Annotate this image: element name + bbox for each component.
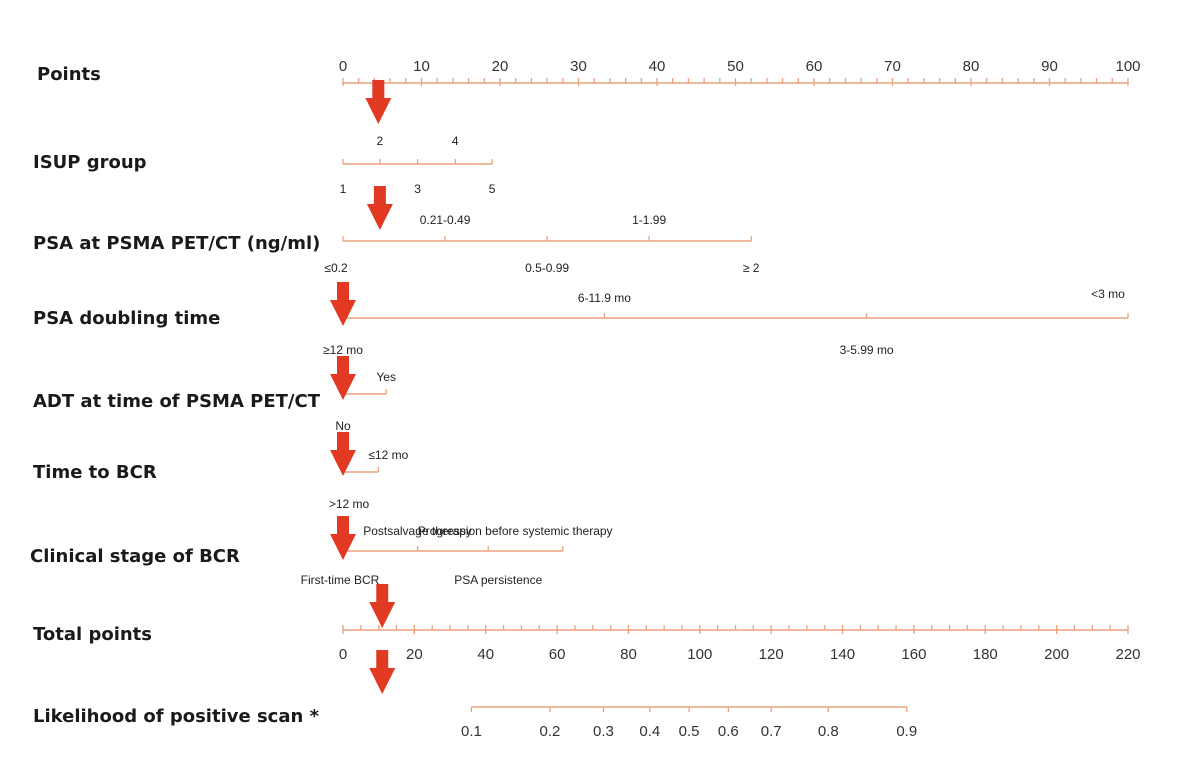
arrow-shaft <box>376 584 389 604</box>
arrow-head <box>330 374 356 400</box>
likelihood-tick-label: 0.8 <box>818 723 839 740</box>
likelihood-tick-label: 0.4 <box>639 723 660 740</box>
level-label: ≥12 mo <box>323 343 363 357</box>
arrow-shaft <box>337 516 349 536</box>
total-points-tick-label: 120 <box>759 646 784 663</box>
points-tick-label: 90 <box>1041 58 1058 75</box>
level-label: Progression before systemic therapy <box>418 524 613 538</box>
level-label: 2 <box>377 134 384 148</box>
likelihood-tick-label: 0.7 <box>761 723 782 740</box>
row-label: PSA doubling time <box>33 308 220 329</box>
red-arrow-marker <box>330 356 356 400</box>
level-label: 0.21-0.49 <box>420 213 471 227</box>
points-tick-label: 100 <box>1115 58 1140 75</box>
points-tick-label: 10 <box>413 58 430 75</box>
red-arrow-marker <box>369 650 396 694</box>
likelihood-tick-label: 0.9 <box>896 723 917 740</box>
arrow-shaft <box>372 80 385 100</box>
total-points-tick-label: 60 <box>549 646 566 663</box>
level-label: PSA persistence <box>454 573 542 587</box>
points-tick-label: 20 <box>492 58 509 75</box>
level-label: 1 <box>340 182 347 196</box>
total-points-tick-label: 200 <box>1044 646 1069 663</box>
row-label: Total points <box>33 624 152 645</box>
arrow-shaft <box>337 282 349 302</box>
level-label: ≤12 mo <box>368 448 408 462</box>
row-label: PSA at PSMA PET/CT (ng/ml) <box>33 233 320 254</box>
arrow-head <box>330 450 356 476</box>
arrow-shaft <box>337 432 349 452</box>
likelihood-tick-label: 0.5 <box>679 723 700 740</box>
level-label: 3-5.99 mo <box>840 343 894 357</box>
arrow-head <box>369 602 396 628</box>
level-label: No <box>335 419 351 433</box>
points-tick-label: 30 <box>570 58 587 75</box>
arrow-head <box>365 98 392 124</box>
level-label: 6-11.9 mo <box>578 291 631 305</box>
level-label: ≤0.2 <box>324 261 348 275</box>
points-tick-label: 70 <box>884 58 901 75</box>
arrow-head <box>366 204 393 230</box>
arrow-shaft <box>376 650 389 670</box>
red-arrow-marker <box>369 584 396 628</box>
level-label: Postsalvage therapy <box>363 524 472 538</box>
points-tick-label: 80 <box>963 58 980 75</box>
likelihood-tick-label: 0.1 <box>461 723 482 740</box>
level-label: 0.5-0.99 <box>525 261 569 275</box>
total-points-tick-label: 140 <box>830 646 855 663</box>
level-label: <3 mo <box>1091 287 1125 301</box>
red-arrow-marker <box>330 432 356 476</box>
level-label: >12 mo <box>329 497 370 511</box>
points-tick-label: 60 <box>806 58 823 75</box>
likelihood-tick-label: 0.2 <box>540 723 561 740</box>
total-points-tick-label: 160 <box>901 646 926 663</box>
level-label: Yes <box>376 370 396 384</box>
arrow-shaft <box>373 186 386 206</box>
level-label: 3 <box>414 182 421 196</box>
level-label: ≥ 2 <box>743 261 760 275</box>
total-points-tick-label: 80 <box>620 646 637 663</box>
level-label: 5 <box>489 182 496 196</box>
arrow-head <box>330 534 356 560</box>
total-points-tick-label: 0 <box>339 646 347 663</box>
points-tick-label: 40 <box>649 58 666 75</box>
likelihood-tick-label: 0.6 <box>718 723 739 740</box>
total-points-tick-label: 100 <box>687 646 712 663</box>
level-label: First-time BCR <box>301 573 380 587</box>
total-points-tick-label: 180 <box>973 646 998 663</box>
row-label: Likelihood of positive scan * <box>33 706 320 727</box>
row-label: Clinical stage of BCR <box>30 546 240 567</box>
arrow-shaft <box>337 356 349 376</box>
level-label: 1-1.99 <box>632 213 666 227</box>
red-arrow-marker <box>330 282 356 326</box>
red-arrow-marker <box>365 80 392 124</box>
points-tick-label: 50 <box>727 58 744 75</box>
total-points-tick-label: 20 <box>406 646 423 663</box>
points-tick-label: 0 <box>339 58 347 75</box>
level-label: 4 <box>452 134 459 148</box>
row-label: ADT at time of PSMA PET/CT <box>33 391 321 412</box>
red-arrow-marker <box>330 516 356 560</box>
arrow-head <box>330 300 356 326</box>
likelihood-tick-label: 0.3 <box>593 723 614 740</box>
row-label: Time to BCR <box>33 462 157 483</box>
row-label: Points <box>37 64 101 85</box>
row-label: ISUP group <box>33 152 147 173</box>
total-points-tick-label: 40 <box>477 646 494 663</box>
total-points-tick-label: 220 <box>1115 646 1140 663</box>
arrow-head <box>369 668 396 694</box>
red-arrow-marker <box>366 186 393 230</box>
